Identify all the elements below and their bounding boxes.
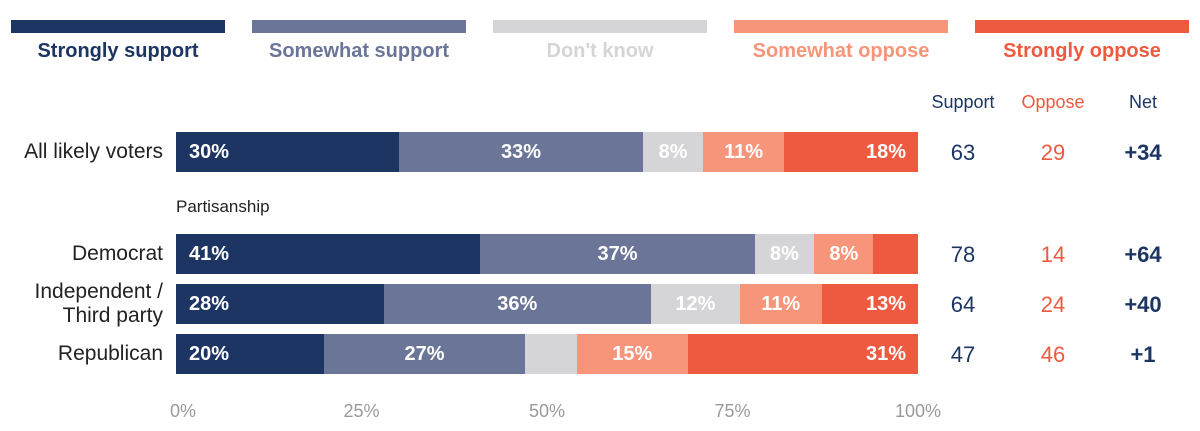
- bar-label: 18%: [865, 141, 906, 163]
- summary-value: +64: [1124, 242, 1162, 267]
- x-tick-label: 0%: [169, 401, 196, 421]
- bar-label: 13%: [865, 293, 906, 315]
- legend-label: Don't know: [546, 40, 654, 62]
- bar: [480, 234, 755, 274]
- legend-label: Strongly support: [37, 40, 199, 62]
- category-label: All likely voters: [24, 140, 163, 163]
- category-label: Democrat: [71, 242, 163, 265]
- bar-label: 12%: [675, 293, 716, 315]
- bar: [784, 132, 918, 172]
- category-label: Republican: [57, 342, 163, 365]
- bar: [687, 334, 918, 374]
- bar-label: 37%: [597, 243, 638, 265]
- summary-value: 47: [950, 342, 976, 367]
- bar: [176, 284, 384, 324]
- category-label: Independent / Third party: [34, 280, 163, 327]
- summary-value: 29: [1040, 140, 1066, 165]
- bar-label: 20%: [189, 343, 230, 365]
- bar: [814, 234, 874, 274]
- bar-label: 15%: [612, 343, 653, 365]
- bar-label: 30%: [189, 141, 230, 163]
- summary-header: Support: [931, 92, 995, 112]
- summary-header: Net: [1128, 92, 1157, 112]
- legend-swatch: [734, 20, 948, 33]
- bar-label: 8%: [769, 243, 799, 265]
- bar-label: 41%: [189, 243, 230, 265]
- bar-label: 8%: [658, 141, 688, 163]
- bar: [821, 284, 918, 324]
- bar-label: 33%: [501, 141, 542, 163]
- bar: [176, 234, 481, 274]
- summary-header: Oppose: [1021, 92, 1085, 112]
- summary-value: +34: [1124, 140, 1162, 165]
- x-tick-label: 25%: [343, 401, 380, 421]
- bar: [702, 132, 785, 172]
- bar: [176, 132, 399, 172]
- annotation: Partisanship: [176, 197, 270, 216]
- legend-swatch: [11, 20, 225, 33]
- bar: [576, 334, 688, 374]
- bar-label: 11%: [761, 293, 801, 315]
- summary-value: 63: [950, 140, 976, 165]
- bar-label: 27%: [404, 343, 445, 365]
- bar: [643, 132, 703, 172]
- summary-value: 78: [950, 242, 976, 267]
- bar: [176, 334, 325, 374]
- summary-value: 46: [1040, 342, 1066, 367]
- bar: [754, 234, 815, 274]
- legend-label: Somewhat support: [268, 40, 449, 62]
- summary-value: +40: [1124, 292, 1162, 317]
- summary-value: 64: [950, 292, 976, 317]
- bar: [873, 234, 918, 274]
- x-tick-label: 75%: [714, 401, 751, 421]
- x-tick-label: 50%: [528, 401, 566, 421]
- x-tick-label: 100%: [894, 401, 942, 421]
- bar: [383, 284, 651, 324]
- legend-swatch: [493, 20, 707, 33]
- bar-label: 36%: [497, 293, 538, 315]
- bar: [524, 334, 577, 374]
- bar: [739, 284, 822, 324]
- legend-label: Strongly oppose: [1003, 40, 1161, 62]
- legend-label: Somewhat oppose: [752, 40, 930, 62]
- bar: [398, 132, 644, 172]
- bar-label: 11%: [724, 141, 764, 163]
- bar-label: 31%: [865, 343, 906, 365]
- summary-value: +1: [1130, 342, 1156, 367]
- summary-value: 14: [1040, 242, 1066, 267]
- legend-swatch: [252, 20, 466, 33]
- bar: [324, 334, 525, 374]
- bar-label: 8%: [829, 243, 859, 265]
- summary-value: 24: [1040, 292, 1066, 317]
- legend-swatch: [975, 20, 1189, 33]
- bar-label: 28%: [189, 293, 230, 315]
- bar: [650, 284, 740, 324]
